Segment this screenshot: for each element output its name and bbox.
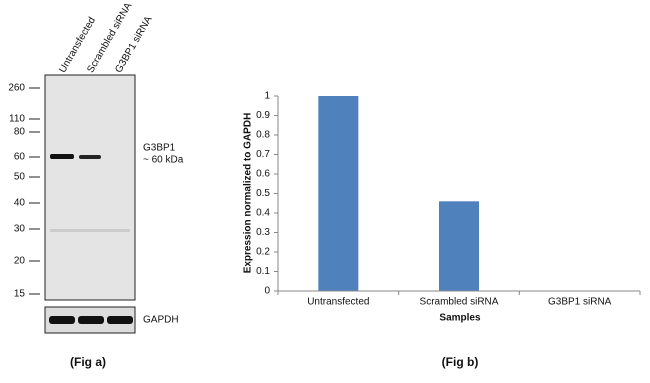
band: [50, 229, 130, 232]
marker-label: 15: [14, 289, 26, 300]
x-tick-label: Scrambled siRNA: [420, 297, 499, 308]
y-tick-label: 0.2: [256, 247, 270, 258]
bar: [439, 201, 479, 291]
y-tick-label: 0.6: [256, 169, 270, 180]
marker-label: 20: [14, 256, 26, 267]
caption: (Fig b): [442, 355, 479, 369]
y-tick-label: 1: [264, 91, 270, 102]
band: [50, 154, 74, 159]
y-tick-label: 0.8: [256, 130, 270, 141]
y-tick-label: 0.3: [256, 227, 270, 238]
band: [107, 316, 133, 324]
blot-panel: [44, 74, 136, 301]
y-tick-label: 0.9: [256, 110, 270, 121]
target-size: ~ 60 kDa: [143, 155, 184, 166]
band: [78, 316, 104, 324]
y-tick-label: 0.5: [256, 188, 270, 199]
marker-label: 260: [8, 83, 25, 94]
x-tick-label: Untransfected: [307, 297, 369, 308]
marker-label: 60: [14, 152, 26, 163]
y-tick-label: 0.4: [256, 208, 270, 219]
marker-label: 110: [9, 114, 25, 125]
y-tick-label: 0.1: [256, 266, 270, 277]
caption: (Fig a): [70, 355, 106, 369]
marker-label: 50: [14, 172, 26, 183]
x-axis-label: Samples: [439, 313, 481, 324]
marker-label: 40: [14, 198, 26, 209]
marker-label: 30: [14, 224, 26, 235]
target-label: G3BP1: [143, 143, 176, 154]
y-tick-label: 0: [264, 286, 270, 297]
y-axis-label: Expression normalized to GAPDH: [243, 113, 254, 274]
bar: [318, 96, 359, 291]
band: [49, 316, 75, 324]
y-tick-label: 0.7: [256, 149, 270, 160]
loading-label: GAPDH: [143, 315, 179, 326]
marker-label: 80: [14, 127, 26, 138]
band: [79, 155, 101, 159]
x-tick-label: G3BP1 siRNA: [548, 297, 612, 308]
